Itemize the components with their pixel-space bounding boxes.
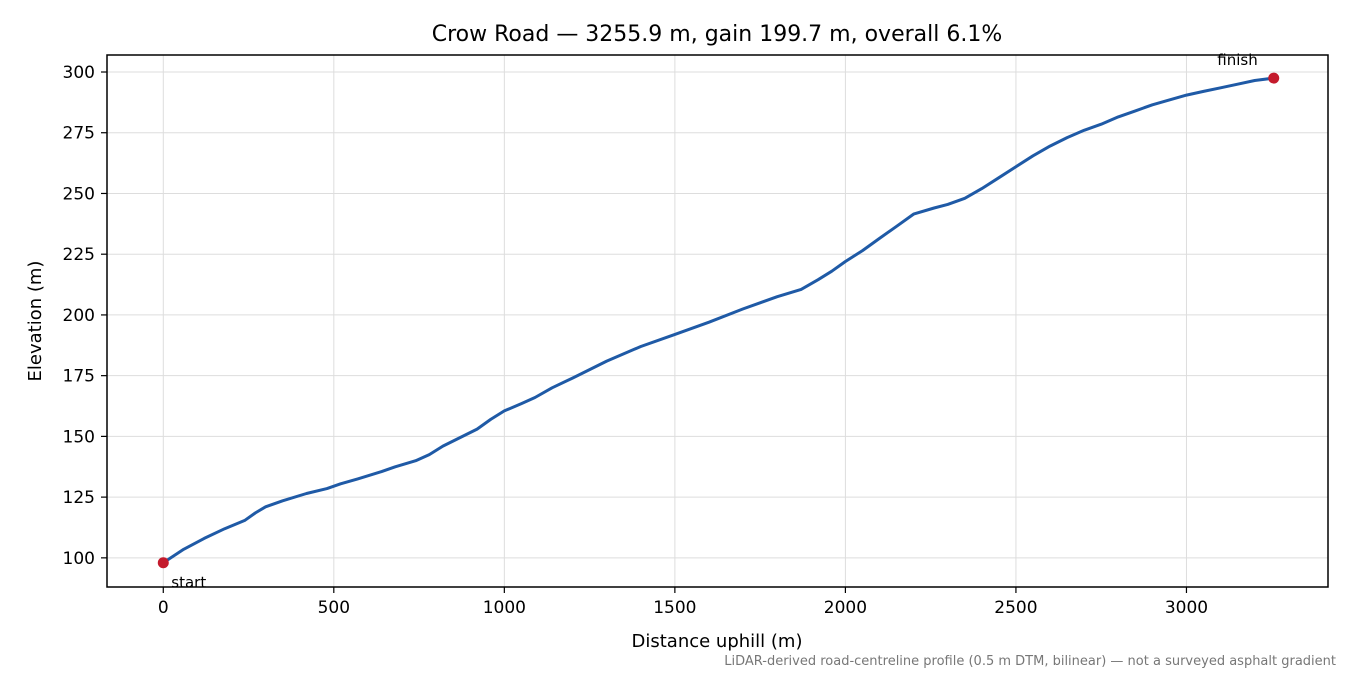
y-axis-label: Elevation (m) (25, 261, 46, 382)
x-axis-label: Distance uphill (m) (632, 631, 803, 652)
start-label: start (171, 574, 206, 592)
elevation-series-line (161, 76, 1276, 565)
x-tick-label: 1000 (483, 598, 526, 618)
x-tick-label: 2500 (994, 598, 1037, 618)
y-tick-label: 100 (63, 549, 95, 569)
marker-layer: start finish (157, 51, 1280, 592)
chart-title: Crow Road — 3255.9 m, gain 199.7 m, over… (432, 22, 1003, 47)
axis-ticks: 0 500 1000 1500 2000 2500 3000 100 125 150 175 200 2… (63, 63, 1209, 618)
y-tick-label: 150 (63, 427, 95, 447)
y-tick-label: 175 (63, 367, 95, 387)
plot-frame (106, 54, 1329, 588)
x-tick-label: 3000 (1165, 598, 1208, 618)
footnote: LiDAR-derived road-centreline profile (0… (724, 654, 1336, 669)
finish-marker (1268, 72, 1280, 84)
y-tick-label: 225 (63, 245, 95, 265)
x-tick-label: 0 (158, 598, 169, 618)
y-tick-label: 275 (63, 124, 95, 144)
x-tick-label: 500 (318, 598, 350, 618)
y-tick-label: 300 (63, 63, 95, 83)
start-marker (157, 557, 169, 569)
y-tick-label: 250 (63, 184, 95, 204)
finish-label: finish (1217, 51, 1257, 69)
y-tick-label: 125 (63, 488, 95, 508)
grid (107, 55, 1328, 587)
y-tick-label: 200 (63, 306, 95, 326)
series-layer (161, 76, 1276, 565)
x-tick-label: 1500 (653, 598, 696, 618)
x-tick-label: 2000 (824, 598, 867, 618)
